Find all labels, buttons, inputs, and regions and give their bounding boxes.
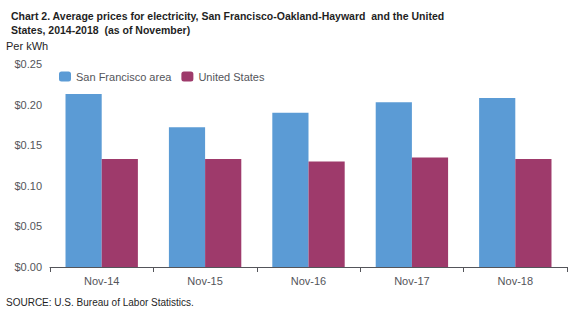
svg-text:$0.20: $0.20: [14, 99, 42, 111]
svg-text:Nov-15: Nov-15: [187, 275, 222, 287]
svg-text:Nov-14: Nov-14: [84, 275, 119, 287]
svg-text:$0.05: $0.05: [14, 220, 42, 232]
svg-text:SOURCE: U.S. Bureau of Labor S: SOURCE: U.S. Bureau of Labor Statistics.: [6, 297, 194, 308]
svg-text:Chart 2. Average prices for el: Chart 2. Average prices for electricity,…: [11, 10, 444, 22]
svg-text:Nov-16: Nov-16: [291, 275, 326, 287]
svg-text:Nov-18: Nov-18: [498, 275, 533, 287]
svg-text:United States: United States: [198, 71, 265, 83]
svg-text:States, 2014-2018 (as of Nove: States, 2014-2018 (as of November): [11, 24, 190, 36]
svg-text:$0.25: $0.25: [14, 58, 42, 70]
svg-text:San Francisco area: San Francisco area: [76, 71, 172, 83]
svg-text:$0.10: $0.10: [14, 180, 42, 192]
svg-text:Per kWh: Per kWh: [6, 40, 48, 52]
svg-text:$0.15: $0.15: [14, 139, 42, 151]
svg-text:Nov-17: Nov-17: [394, 275, 429, 287]
svg-text:$0.00: $0.00: [14, 261, 42, 273]
